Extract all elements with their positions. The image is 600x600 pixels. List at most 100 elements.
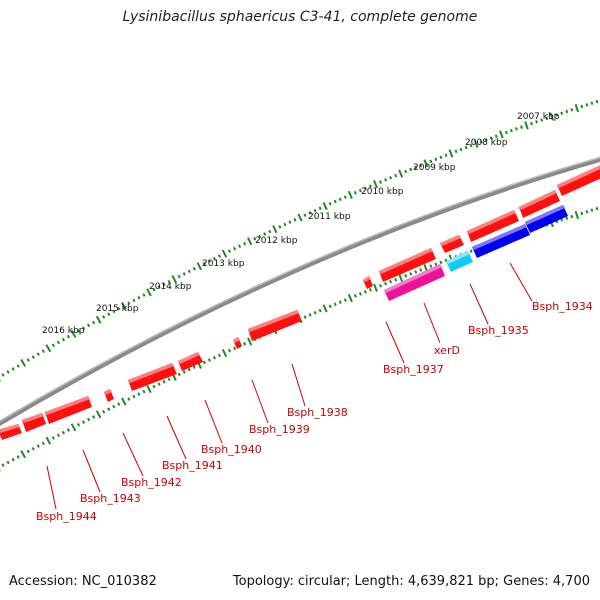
major-tick — [322, 202, 328, 211]
gene-label-bsph1938: Bsph_1938 — [287, 406, 348, 419]
major-tick — [221, 249, 228, 258]
minor-tick — [102, 409, 106, 414]
minor-tick — [429, 159, 433, 164]
gene-arrow[interactable] — [379, 248, 436, 282]
minor-tick — [61, 430, 66, 435]
gene-arrow[interactable] — [467, 210, 519, 242]
gene-label-xerD: xerD — [434, 344, 460, 357]
minor-tick — [439, 155, 443, 160]
minor-tick — [31, 355, 35, 359]
minor-tick — [353, 294, 357, 298]
major-tick — [322, 304, 328, 313]
minor-tick — [142, 389, 146, 394]
minor-tick — [540, 118, 544, 122]
major-tick — [247, 237, 253, 246]
minor-tick — [313, 310, 317, 315]
gene-arrow[interactable] — [128, 363, 177, 391]
gene-label-bsph1935: Bsph_1935 — [468, 324, 529, 337]
major-tick — [524, 121, 529, 130]
minor-tick — [207, 358, 211, 362]
gene-arrow[interactable] — [104, 389, 114, 402]
minor-tick — [394, 173, 398, 178]
reverse-gene-arrow[interactable] — [525, 205, 568, 233]
minor-tick — [6, 460, 10, 465]
gene-arrow[interactable] — [0, 424, 22, 440]
minor-tick — [56, 340, 61, 345]
minor-tick — [379, 180, 383, 184]
gene-arrow[interactable] — [233, 337, 242, 349]
major-tick — [574, 210, 580, 220]
minor-tick — [182, 370, 186, 374]
kbp-label-2013: 2013 kbp — [202, 259, 245, 269]
gene-arrow[interactable] — [557, 164, 600, 196]
minor-tick — [580, 104, 584, 109]
minor-tick — [394, 277, 398, 282]
major-tick — [196, 262, 203, 271]
outer-tick-ring — [0, 99, 599, 382]
kbp-label-2015: 2015 kbp — [96, 304, 139, 314]
minor-tick — [76, 329, 81, 333]
minor-tick — [137, 295, 141, 300]
minor-tick — [157, 382, 161, 386]
minor-tick — [268, 229, 272, 234]
minor-tick — [545, 116, 549, 121]
gene-arrow[interactable] — [178, 352, 203, 371]
minor-tick — [469, 249, 473, 253]
minor-tick — [494, 134, 498, 138]
minor-tick — [227, 348, 232, 353]
minor-tick — [358, 188, 362, 193]
minor-tick — [81, 420, 86, 424]
minor-tick — [56, 433, 60, 438]
gene-label-bsph1940: Bsph_1940 — [201, 443, 262, 456]
bsph1934-gene-arrow[interactable] — [472, 224, 530, 258]
minor-tick — [66, 428, 71, 432]
minor-tick — [102, 315, 106, 319]
major-tick — [70, 423, 77, 432]
minor-tick — [283, 222, 287, 227]
gene-arrow[interactable] — [519, 190, 560, 218]
minor-tick — [404, 169, 408, 174]
minor-tick — [233, 246, 237, 251]
minor-tick — [51, 343, 55, 348]
minor-tick — [409, 167, 413, 172]
kbp-label-2012: 2012 kbp — [255, 236, 298, 246]
major-tick — [247, 337, 253, 346]
major-tick — [221, 348, 228, 358]
gene-arrow[interactable] — [22, 413, 46, 432]
minor-tick — [565, 216, 569, 220]
major-tick — [473, 139, 479, 148]
bsph1935-gene-arrow[interactable] — [446, 251, 473, 272]
minor-tick — [363, 290, 367, 294]
minor-tick — [439, 260, 443, 265]
gene-arrow[interactable] — [440, 235, 464, 253]
minor-tick — [1, 373, 5, 377]
minor-tick — [328, 304, 332, 309]
kbp-label-2009: 2009 kbp — [413, 163, 456, 173]
minor-tick — [434, 262, 438, 266]
minor-tick — [293, 218, 297, 222]
minor-tick — [76, 422, 81, 427]
map-title: Lysinibacillus sphaericus C3-41, complet… — [122, 9, 478, 25]
gene-arrow[interactable] — [248, 310, 302, 341]
minor-tick — [555, 113, 559, 117]
gene-arrow[interactable] — [363, 276, 373, 289]
minor-tick — [192, 266, 196, 271]
minor-tick — [132, 394, 136, 399]
major-tick — [448, 149, 454, 158]
gene-arrow[interactable] — [45, 396, 92, 424]
minor-tick — [81, 326, 86, 330]
minor-tick — [36, 444, 40, 448]
xerD-gene-arrow[interactable] — [384, 264, 445, 301]
minor-tick — [464, 145, 468, 150]
minor-tick — [338, 300, 342, 304]
major-tick — [45, 344, 52, 353]
kbp-label-2014: 2014 kbp — [149, 282, 192, 292]
major-tick — [398, 169, 404, 178]
minor-tick — [358, 292, 362, 296]
minor-tick — [444, 153, 448, 158]
kbp-label-2010: 2010 kbp — [361, 187, 404, 197]
major-tick — [373, 180, 378, 189]
minor-tick — [16, 364, 20, 368]
minor-tick — [363, 186, 367, 191]
